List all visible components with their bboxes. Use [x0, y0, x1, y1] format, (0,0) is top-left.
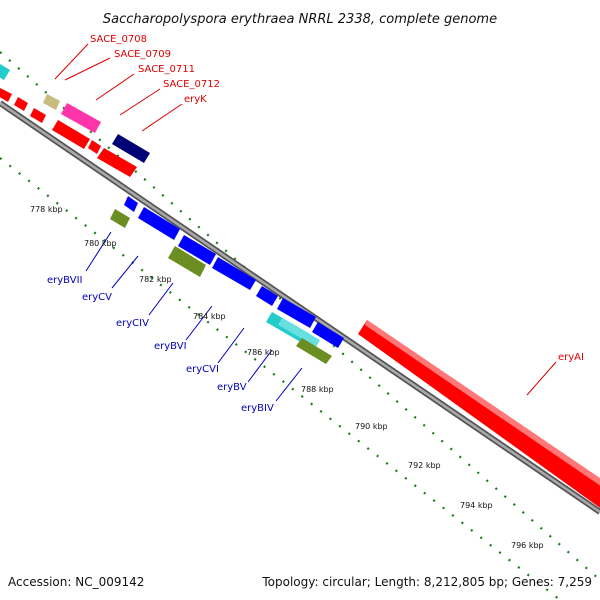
gene-blue-1 [124, 196, 138, 212]
scale-ticks: 778 kbp 780 kbp 782 kbp 784 kbp 786 kbp … [30, 205, 544, 550]
label-erycvi: eryCVI [186, 364, 219, 375]
label-erybvi: eryBVI [154, 341, 187, 352]
gene-olive-erybvi [168, 246, 206, 277]
tick-796: 796 kbp [511, 541, 544, 550]
forward-labels: SACE_0708 SACE_0709 SACE_0711 SACE_0712 … [54, 34, 584, 396]
gene-red-eryk [97, 148, 137, 177]
tick-788: 788 kbp [301, 385, 334, 394]
label-erycv: eryCV [82, 292, 112, 303]
gene-khaki-sace-0708 [43, 94, 60, 110]
tick-tracks [0, 51, 600, 600]
label-sace-0709: SACE_0709 [114, 49, 171, 60]
topology-text: Topology: circular; Length: 8,212,805 bp… [261, 575, 592, 589]
gene-red-sace-0711 [52, 120, 90, 149]
label-sace-0708: SACE_0708 [90, 34, 147, 45]
gene-red-eryai [358, 320, 600, 508]
tick-782: 782 kbp [139, 275, 172, 284]
gene-blue-erycv [138, 207, 180, 240]
genome-backbone [0, 100, 600, 515]
gene-red-small [88, 140, 101, 154]
label-sace-0711: SACE_0711 [138, 64, 195, 75]
gene-blue-erycv-2 [178, 235, 216, 265]
map-title: Saccharopolyspora erythraea NRRL 2338, c… [103, 12, 497, 27]
inner-tick-track [0, 157, 561, 600]
tick-780: 780 kbp [84, 239, 117, 248]
label-sace-0712: SACE_0712 [163, 79, 220, 90]
tick-778: 778 kbp [30, 205, 63, 214]
gene-cyan-partial [0, 64, 10, 80]
gene-cyan-2 [278, 318, 320, 347]
gene-navy-sace-0712 [112, 134, 150, 163]
gene-magenta-sace-0709 [61, 103, 101, 133]
label-eryk: eryK [184, 94, 207, 105]
gene-red-arrow-3 [30, 108, 46, 123]
outer-tick-track [0, 51, 600, 581]
label-erybvii: eryBVII [47, 275, 82, 286]
tick-786: 786 kbp [247, 348, 280, 357]
gene-olive-erybiv [296, 338, 332, 364]
accession-text: Accession: NC_009142 [8, 575, 144, 589]
reverse-labels: eryBVII eryCV eryCIV eryBVI eryCVI eryBV… [47, 231, 303, 414]
label-erybv: eryBV [217, 382, 247, 393]
tick-784: 784 kbp [193, 312, 226, 321]
gene-blue-small [256, 286, 278, 306]
gene-red-arrow-2 [14, 97, 28, 111]
tick-790: 790 kbp [355, 422, 388, 431]
reverse-strand-genes [110, 196, 344, 364]
label-eryai: eryAI [558, 352, 584, 363]
tick-792: 792 kbp [408, 461, 441, 470]
gene-blue-erybv [277, 298, 316, 328]
gene-olive-erybvii [110, 209, 130, 228]
gene-blue-erycvi [212, 257, 256, 290]
gene-red-arrow-1 [0, 88, 12, 102]
label-erybiv: eryBIV [241, 403, 274, 414]
tick-794: 794 kbp [460, 501, 493, 510]
forward-strand-genes [0, 64, 600, 508]
gene-blue-erybiv [312, 322, 344, 348]
label-erydiv: eryCIV [116, 318, 149, 329]
